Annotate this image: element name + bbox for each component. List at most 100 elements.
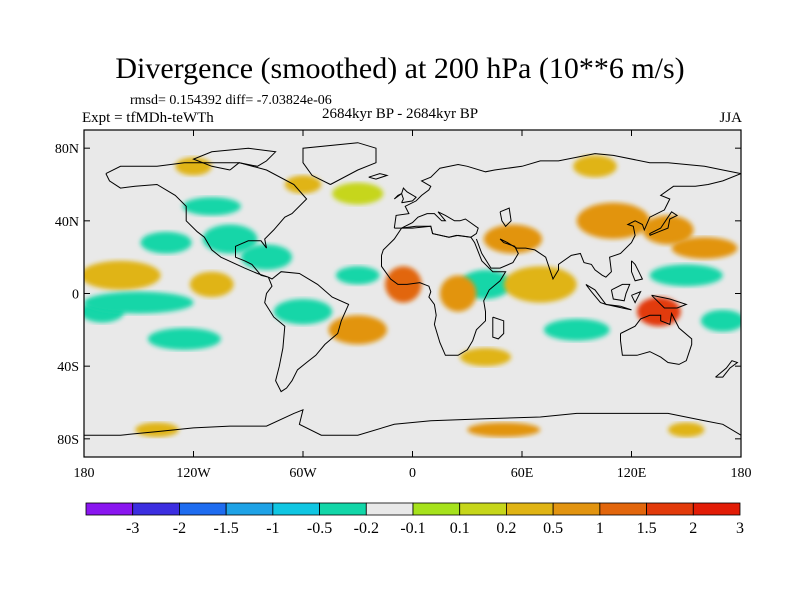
divergence-patch [668,422,705,438]
coastline [649,211,679,236]
colorbar-label: 0.5 [543,520,563,537]
divergence-patch [273,298,333,325]
colorbar-swatch [225,502,274,516]
divergence-patch [284,175,322,194]
divergence-patch [140,231,192,254]
divergence-patch [332,182,384,205]
colorbar-label: -0.2 [354,520,379,537]
colorbar-swatch [319,502,367,516]
divergence-patch [649,264,723,287]
y-tick-label: 0 [72,288,79,303]
colorbar-label: 0.2 [496,520,516,537]
colorbar-label: -0.5 [307,520,332,537]
divergence-patch [328,315,387,345]
coastline [475,173,741,281]
divergence-patch [84,260,161,290]
y-tick-label: 80S [57,433,79,448]
stats-text: rmsd= 0.154392 diff= -7.03824e-06 [130,93,332,108]
colorbar-swatch [646,502,694,516]
x-tick-label: 180 [74,466,95,481]
divergence-patch [503,266,577,303]
coastline [401,187,417,204]
colorbar-label: 1.5 [637,520,657,537]
x-tick-label: 120W [176,466,211,481]
y-tick-label: 40N [55,215,79,230]
coastline [84,408,741,436]
colorbar-swatch [272,502,320,516]
divergence-patch [175,157,212,176]
coastline [105,162,308,278]
x-tick-label: 180 [731,466,752,481]
colorbar-swatch [552,502,601,516]
colorbar-label: -1.5 [213,520,238,537]
coastline [492,316,505,340]
coastline [302,142,377,185]
colorbar-label: -3 [126,520,139,537]
y-tick-label: 80N [55,142,79,157]
divergence-patch [202,224,258,254]
colorbar-swatch [506,502,554,516]
colorbar-label: 1 [596,520,604,537]
coastline [610,283,631,302]
y-tick-label: 40S [57,360,79,375]
period-label: 2684kyr BP - 2684kyr BP [322,106,479,122]
colorbar-label: 3 [736,520,744,537]
divergence-patch [543,318,610,341]
divergence-patch [642,215,694,245]
divergence-patch [483,224,543,254]
divergence-patch [576,202,650,239]
divergence-patch [189,271,234,298]
divergence-patch [182,197,241,216]
coastline [393,193,402,200]
latitude-axis: 80N 40N 0 40S 80S [55,142,741,448]
coastline [192,147,277,171]
divergence-patch [240,244,293,270]
divergence-field [84,155,741,438]
coastline [368,173,389,180]
coastline [715,360,739,378]
divergence-patch [671,237,738,259]
divergence-patch [636,297,681,327]
divergence-patch [84,291,194,314]
coastline [499,207,512,228]
divergence-patch [135,422,179,438]
divergence-patch [459,348,512,367]
colorbar-swatch [132,502,180,516]
divergence-patch [439,275,477,312]
divergence-patch [573,155,617,178]
colorbar: -3 -2 -1.5 -1 -0.5 -0.2 -0.1 0.1 0.2 0.5 1 1.5 2 3 [85,502,744,537]
colorbar-label: -2 [173,520,186,537]
divergence-patch [700,309,741,332]
x-tick-label: 0 [409,466,416,481]
coastline [605,303,632,311]
coastline [631,260,644,282]
coastlines [84,142,741,436]
colorbar-swatch [412,502,461,516]
x-tick-label: 120E [617,466,647,481]
season-label: JJA [719,110,742,126]
map-title: Divergence (smoothed) at 200 hPa (10**6 … [115,52,685,85]
divergence-patch [147,328,221,350]
experiment-label: Expt = tfMDh-teWTh [82,110,214,126]
divergence-patch [467,422,541,438]
coastline [631,290,642,304]
colorbar-label: 0.1 [450,520,470,537]
coastline [381,225,507,356]
coastline [393,153,741,229]
colorbar-swatch [459,502,507,516]
colorbar-label: 2 [689,520,697,537]
divergence-patch [335,266,380,285]
colorbar-swatch [179,502,227,516]
colorbar-label: -1 [266,520,279,537]
colorbar-swatch [85,502,134,516]
x-tick-label: 60E [511,466,534,481]
coastline [264,271,350,393]
colorbar-swatch [365,502,414,516]
colorbar-swatch [692,502,741,516]
coastline [620,311,693,365]
x-tick-label: 60W [289,466,317,481]
coastline [651,294,688,309]
colorbar-swatch [599,502,647,516]
longitude-axis: 180 120W 60W 0 60E 120E 180 [74,130,752,481]
